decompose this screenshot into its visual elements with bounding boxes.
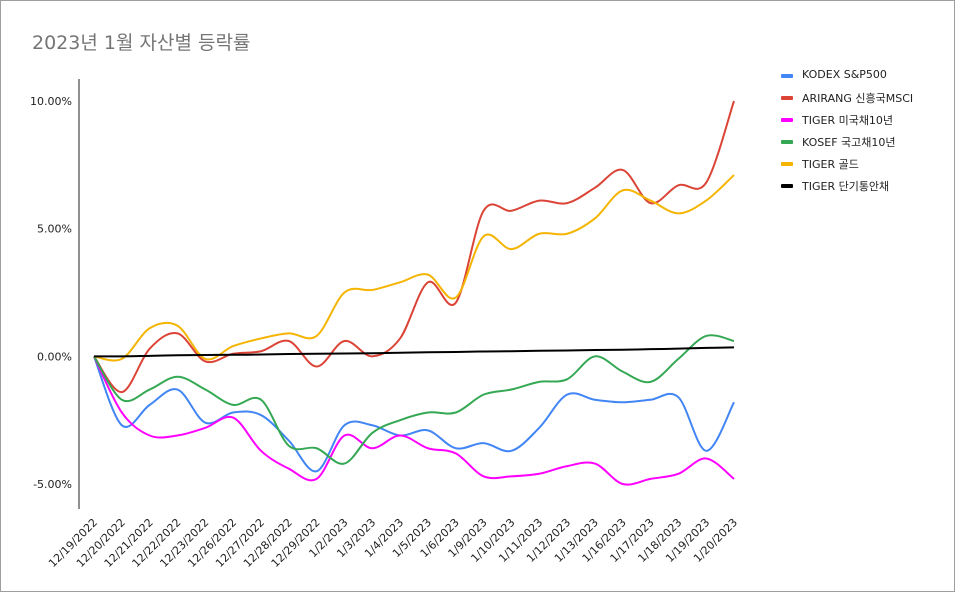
legend-swatch [781,184,793,188]
y-tick-label: 0.00% [37,350,72,363]
y-tick-label: 5.00% [37,223,72,236]
legend-swatch [781,140,793,144]
legend-label: KODEX S&P500 [802,68,887,81]
legend-swatch [781,118,793,122]
legend-label: TIGER 단기통안채 [802,180,890,193]
legend-swatch [781,162,793,166]
series-line [93,355,735,486]
legend-swatch [781,74,793,78]
y-tick-label: -5.00% [33,478,72,491]
y-axis-ticks: 10.00% 5.00% 0.00% -5.00% [30,95,72,491]
legend-swatch [781,96,793,100]
x-axis-ticks: 12/19/202212/20/202212/21/202212/22/2022… [46,516,740,570]
legend-label: KOSEF 국고채10년 [802,136,896,149]
legend-label: TIGER 골드 [802,158,859,171]
series-line [93,355,735,473]
y-tick-label: 10.00% [30,95,72,108]
chart-title: 2023년 1월 자산별 등락률 [32,32,251,54]
series-line [93,346,735,358]
legend-label: TIGER 미국채10년 [802,114,894,127]
series-lines [93,100,735,486]
series-line [93,100,735,394]
legend-label: ARIRANG 신흥국MSCI [802,92,914,105]
series-line [93,334,735,465]
series-line [93,174,735,362]
